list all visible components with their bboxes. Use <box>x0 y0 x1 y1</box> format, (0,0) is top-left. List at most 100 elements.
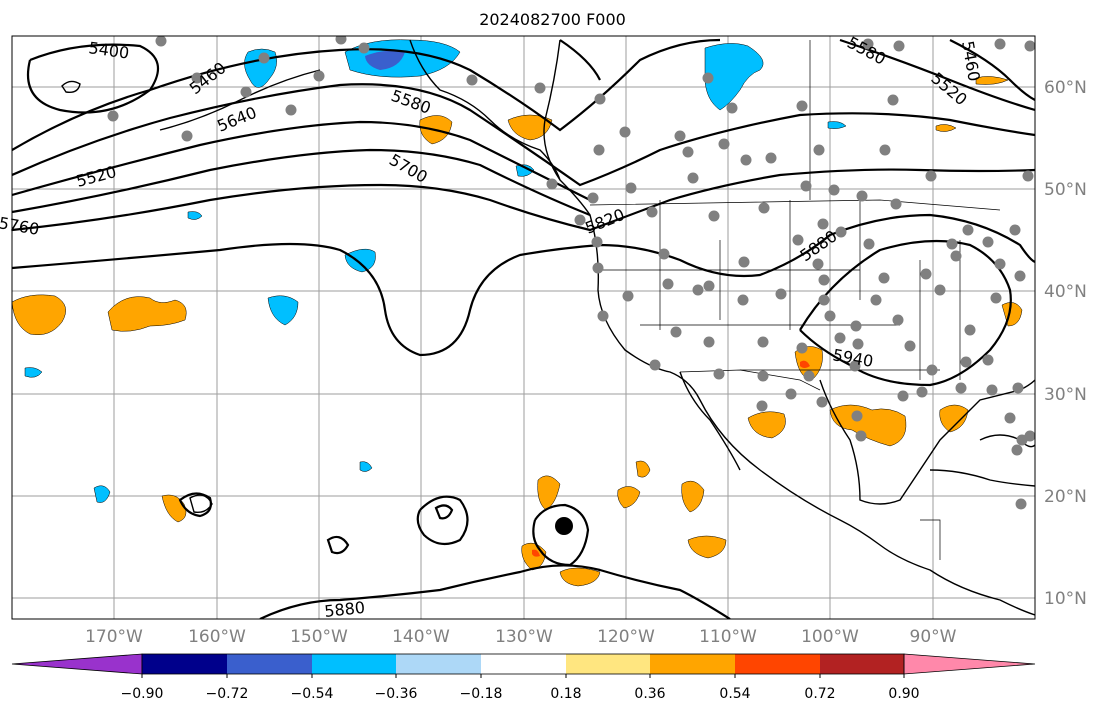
positive-anomaly-area <box>681 480 705 513</box>
positive-anomaly-area <box>635 460 651 478</box>
positive-anomaly-area <box>559 567 601 587</box>
station-dot <box>592 262 604 274</box>
station-dot <box>594 93 606 105</box>
station-dot <box>803 370 815 382</box>
contour-label: 5940 <box>831 345 874 371</box>
station-dot <box>863 238 875 250</box>
station-dot <box>757 336 769 348</box>
map-title: 2024082700 F000 <box>479 10 626 29</box>
station-dot <box>466 74 478 86</box>
contour-label: 5580 <box>844 33 889 69</box>
station-dot <box>892 314 904 326</box>
station-dot <box>824 310 836 322</box>
station-dot <box>851 410 863 422</box>
station-dot <box>662 278 674 290</box>
contour-label: 5820 <box>582 205 627 238</box>
station-dot <box>703 280 715 292</box>
station-dot <box>862 38 874 50</box>
colorbar-bin <box>481 654 566 674</box>
colorbar-bin <box>650 654 735 674</box>
station-dot <box>812 258 824 270</box>
station-dot <box>703 336 715 348</box>
positive-anomaly-area <box>12 294 66 335</box>
station-dot <box>792 234 804 246</box>
station-dot <box>758 202 770 214</box>
station-dot <box>738 256 750 268</box>
station-dot <box>1012 382 1024 394</box>
negative-anomaly-area <box>704 43 764 111</box>
station-dot <box>708 210 720 222</box>
colorbar-tick-labels: −0.90 −0.72 −0.54 −0.36 −0.18 0.18 0.36 … <box>121 686 920 702</box>
colorbar-extend-high <box>903 653 1036 675</box>
contour-label: 5460 <box>186 58 230 98</box>
station-markers <box>107 36 1035 510</box>
colorbar-bin <box>735 654 820 674</box>
station-dot <box>818 294 830 306</box>
colorbar-bin <box>312 654 396 674</box>
contour-label: 5520 <box>74 162 118 191</box>
station-dot <box>904 340 916 352</box>
positive-anomaly-area <box>794 346 823 381</box>
station-dot <box>1024 40 1035 52</box>
station-dot <box>897 390 909 402</box>
station-dot <box>818 274 830 286</box>
station-dot <box>674 130 686 142</box>
map-frame <box>11 35 1036 620</box>
positive-anomaly-area <box>935 124 957 132</box>
longitude-label: 150°W <box>290 627 348 647</box>
longitude-label: 160°W <box>188 627 246 647</box>
station-dot <box>718 138 730 150</box>
station-dot <box>834 332 846 344</box>
station-dot <box>285 104 297 116</box>
contour-label: 5640 <box>214 103 259 136</box>
station-dot <box>775 288 787 300</box>
station-dot <box>682 146 694 158</box>
contour-label: 5400 <box>87 38 130 62</box>
station-dot <box>878 272 890 284</box>
positive-anomaly-area <box>687 535 727 559</box>
station-dot <box>893 40 905 52</box>
station-dot <box>646 206 658 218</box>
station-dot <box>757 370 769 382</box>
latitude-label: 50°N <box>1044 180 1087 200</box>
colorbar-tick-label: −0.18 <box>460 686 503 702</box>
station-dot <box>850 320 862 332</box>
station-dot <box>887 94 899 106</box>
contour-label: 5580 <box>389 86 434 118</box>
station-dot <box>546 178 558 190</box>
station-dot <box>534 82 546 94</box>
colorbar: −0.90 −0.72 −0.54 −0.36 −0.18 0.18 0.36 … <box>11 653 1036 702</box>
station-dot <box>726 102 738 114</box>
negative-anomaly-area <box>267 295 299 326</box>
station-dot <box>649 359 661 371</box>
colorbar-tick-label: −0.72 <box>206 686 249 702</box>
contour-label: 5700 <box>386 150 431 187</box>
station-dot <box>982 236 994 248</box>
station-dot <box>692 284 704 296</box>
station-dot <box>625 182 637 194</box>
station-dot <box>994 258 1006 270</box>
positive-anomaly-area <box>975 76 1009 85</box>
positive-anomaly-area <box>617 486 641 509</box>
colorbar-tick-label: 0.18 <box>550 686 581 702</box>
station-dot <box>785 388 797 400</box>
colorbar-tick-label: 0.54 <box>719 686 750 702</box>
station-dot <box>816 396 828 408</box>
station-dot <box>1022 170 1034 182</box>
longitude-label: 140°W <box>392 627 450 647</box>
station-dot <box>796 100 808 112</box>
station-dot <box>835 226 847 238</box>
station-dot <box>990 292 1002 304</box>
station-dot <box>817 218 829 230</box>
colorbar-tick-label: −0.54 <box>291 686 334 702</box>
station-dot <box>619 126 631 138</box>
graticule <box>12 36 1035 619</box>
colorbar-bins <box>11 653 1036 678</box>
positive-anomaly-area <box>939 404 969 433</box>
colorbar-bin <box>820 654 904 674</box>
contour-label: 5880 <box>323 598 365 621</box>
strong-positive-anomaly-area <box>800 360 810 368</box>
station-dot <box>191 72 203 84</box>
station-dot <box>964 324 976 336</box>
negative-anomaly-area <box>515 164 535 177</box>
